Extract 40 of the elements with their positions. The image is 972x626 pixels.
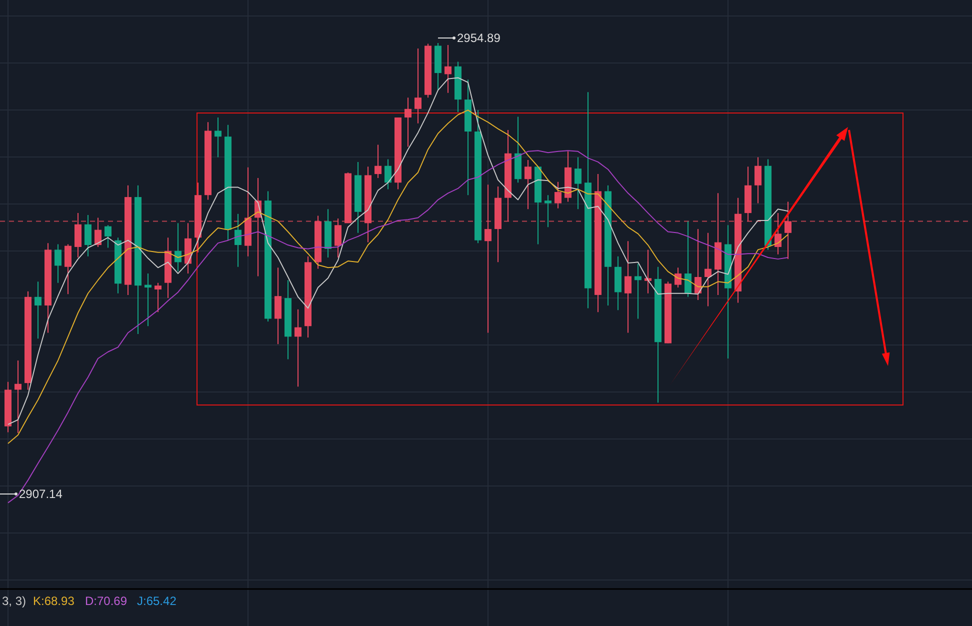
candlestick: [414, 48, 422, 124]
candlestick: [54, 244, 62, 284]
candlestick: [84, 214, 92, 257]
candlestick: [34, 281, 42, 340]
candlestick: [144, 272, 152, 327]
text: J:65.42: [137, 594, 177, 608]
candlestick: [274, 267, 282, 345]
candlestick: [444, 44, 452, 94]
candlestick: [14, 360, 22, 434]
text: K:68.93: [33, 594, 75, 608]
candlestick: [384, 158, 392, 190]
candlestick: [404, 97, 412, 148]
candlestick: [64, 244, 72, 295]
text: D:70.69: [85, 594, 128, 608]
candlestick: [374, 144, 382, 178]
candlestick: [294, 308, 302, 388]
candlestick: [754, 156, 762, 204]
candlestick: [784, 201, 792, 260]
annotation: 2954.89: [457, 31, 501, 46]
candlestick: [674, 267, 682, 288]
text: 2907.14: [19, 487, 63, 502]
candlestick: [574, 156, 582, 210]
candlestick: [684, 220, 692, 298]
candlestick: [94, 217, 102, 248]
candlestick: [554, 181, 562, 209]
candlestick: [484, 184, 492, 334]
candlestick: [334, 218, 342, 258]
candlestick: [524, 160, 532, 210]
candlestick: [154, 282, 162, 313]
candlestick: [704, 232, 712, 307]
candlestick: [74, 212, 82, 258]
candlestick: [544, 194, 552, 228]
candlestick: [634, 263, 642, 320]
candlestick: [214, 116, 222, 158]
candlestick: [774, 212, 782, 255]
candlestick: [234, 213, 242, 268]
candlestick: [624, 240, 632, 334]
text: 3, 3): [2, 594, 26, 608]
candlestick: [644, 249, 652, 294]
candlestick: [104, 224, 112, 248]
